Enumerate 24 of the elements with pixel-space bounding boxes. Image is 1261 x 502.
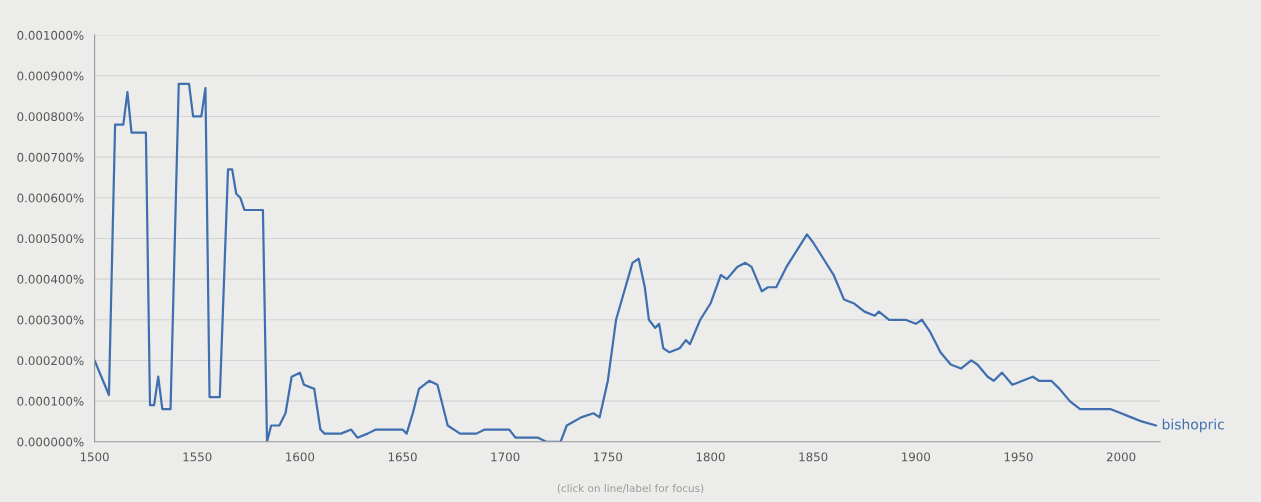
x-tick-label: 1500	[80, 452, 109, 462]
x-tick-label: 1550	[183, 452, 212, 462]
y-tick-label: 0.000400%	[17, 274, 84, 284]
y-tick-label: 0.000900%	[17, 71, 84, 81]
x-tick-label: 1800	[696, 452, 725, 462]
series-label: bishopric	[1162, 418, 1224, 433]
x-tick-label: 1900	[902, 452, 931, 462]
y-tick-label: 0.001000%	[17, 30, 84, 40]
y-tick-label: 0.000000%	[17, 437, 84, 447]
x-tick-label: 1600	[286, 452, 315, 462]
y-tick-label: 0.000100%	[17, 396, 84, 406]
y-tick-label: 0.000800%	[17, 112, 84, 122]
y-tick-label: 0.000300%	[17, 315, 84, 325]
x-tick-label: 1750	[594, 452, 623, 462]
y-tick-label: 0.000200%	[17, 356, 84, 366]
x-tick-label: 1950	[1004, 452, 1033, 462]
x-tick-label: 1700	[491, 452, 520, 462]
y-tick-label: 0.000700%	[17, 152, 84, 162]
x-tick-label: 2000	[1106, 452, 1136, 462]
text: (click on line/label for focus)	[557, 484, 704, 494]
x-tick-label: 1650	[388, 452, 417, 462]
y-tick-label: 0.000500%	[17, 234, 84, 244]
x-tick-label: 1850	[799, 452, 828, 462]
y-tick-label: 0.000600%	[17, 193, 84, 203]
